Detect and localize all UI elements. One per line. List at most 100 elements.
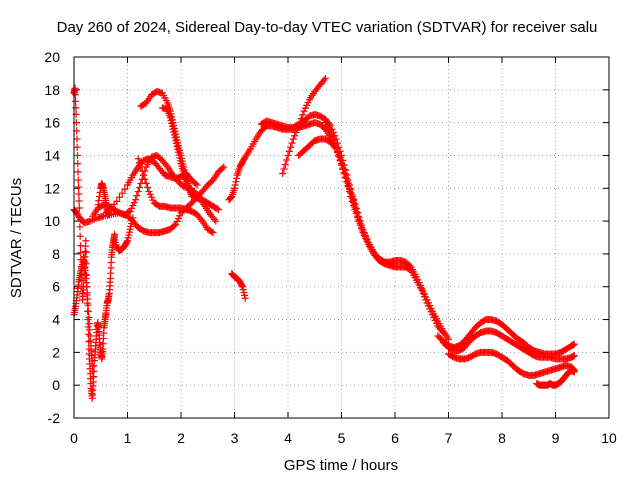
data-point: [142, 179, 150, 187]
data-point: [356, 220, 364, 228]
series-track-h: [257, 110, 452, 343]
y-tick-label: 14: [44, 147, 60, 163]
data-point: [208, 228, 216, 236]
data-point: [74, 160, 82, 168]
chart-title: Day 260 of 2024, Sidereal Day-to-day VTE…: [57, 19, 598, 36]
x-tick-label: 3: [231, 430, 239, 446]
data-point: [182, 178, 190, 186]
data-point: [231, 181, 239, 189]
x-tick-label: 5: [338, 430, 346, 446]
data-point: [285, 147, 293, 155]
data-point: [212, 217, 220, 225]
data-point: [162, 161, 170, 169]
y-tick-label: 0: [52, 377, 60, 393]
data-point: [209, 229, 217, 237]
y-tick-label: 6: [52, 279, 60, 295]
y-tick-label: 18: [44, 82, 60, 98]
y-tick-label: 20: [44, 49, 60, 65]
series-track-p: [70, 84, 119, 402]
data-point: [184, 181, 192, 189]
data-point: [336, 157, 344, 165]
data-point: [138, 167, 146, 175]
data-point: [137, 163, 145, 171]
data-point: [284, 151, 292, 159]
data-point: [293, 125, 301, 133]
data-point: [183, 179, 191, 187]
data-point: [333, 148, 341, 156]
series-track-j: [295, 135, 399, 268]
data-point: [281, 160, 289, 168]
data-point: [232, 178, 240, 186]
x-tick-label: 4: [284, 430, 292, 446]
data-point: [570, 368, 578, 376]
data-point: [134, 188, 142, 196]
data-point: [338, 161, 345, 169]
series-track-n: [445, 348, 578, 379]
data-point: [241, 294, 249, 302]
data-point: [129, 214, 137, 222]
data-point: [292, 128, 300, 136]
data-point: [348, 192, 356, 200]
data-point: [76, 223, 84, 231]
data-point: [84, 301, 92, 309]
data-point: [83, 289, 91, 297]
x-tick-label: 8: [498, 430, 506, 446]
series-track-i: [279, 74, 329, 178]
data-point: [132, 196, 140, 204]
data-point: [197, 215, 205, 223]
data-point: [75, 183, 83, 191]
data-point: [193, 181, 201, 189]
data-point: [85, 320, 93, 328]
data-point: [125, 208, 133, 216]
series-track-d: [134, 155, 217, 237]
data-point: [406, 262, 414, 270]
series-track-r: [94, 179, 113, 219]
x-tick-label: 10: [601, 430, 617, 446]
data-point: [113, 197, 121, 205]
data-point: [83, 283, 91, 291]
data-point: [220, 163, 228, 171]
data-point: [299, 111, 307, 119]
data-point: [94, 201, 102, 209]
x-tick-label: 2: [177, 430, 185, 446]
data-point: [73, 143, 81, 151]
data-point: [570, 340, 578, 348]
data-point: [352, 205, 360, 213]
data-point: [82, 237, 90, 245]
data-point: [75, 204, 83, 212]
data-point: [283, 156, 291, 164]
series-track-f: [158, 104, 222, 214]
data-point: [329, 136, 337, 144]
data-point: [121, 185, 129, 193]
data-point: [328, 132, 336, 140]
y-tick-label: 2: [52, 344, 60, 360]
data-point: [226, 194, 234, 202]
data-point: [342, 174, 350, 182]
data-point: [350, 197, 358, 205]
data-point: [570, 352, 578, 360]
data-point: [115, 193, 123, 201]
data-point: [74, 168, 82, 176]
data-point: [288, 139, 296, 147]
data-point: [118, 189, 126, 197]
data-point: [344, 181, 352, 189]
data-point: [327, 128, 335, 136]
data-point: [331, 140, 339, 148]
y-tick-label: 4: [52, 312, 60, 328]
data-point: [231, 184, 238, 192]
data-point: [354, 209, 362, 217]
data-point: [346, 185, 354, 193]
series-track-s: [110, 214, 137, 255]
series-track-o: [533, 366, 578, 389]
data-point: [84, 307, 92, 315]
data-point: [86, 326, 94, 334]
y-axis-label: SDTVAR / TECUs: [8, 178, 25, 298]
data-point: [72, 104, 80, 112]
series-track-j2: [321, 119, 362, 217]
data-point: [238, 281, 246, 289]
data-point: [321, 74, 329, 82]
data-point: [123, 238, 131, 246]
data-point: [339, 165, 347, 173]
data-point: [279, 170, 287, 178]
